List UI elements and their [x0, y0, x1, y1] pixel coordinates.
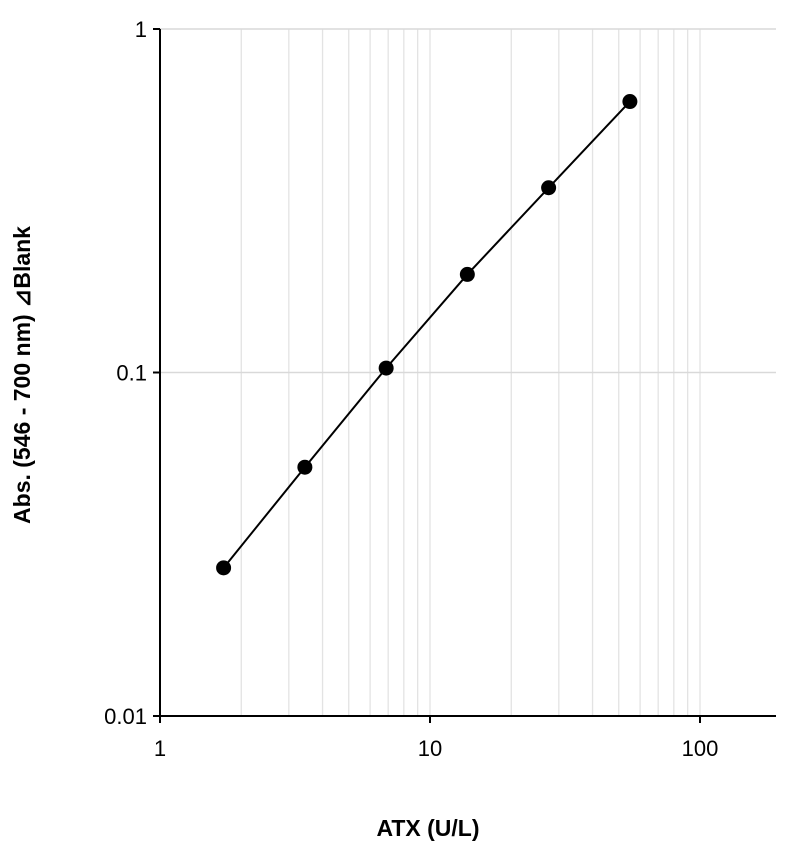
- y-tick-label: 1: [135, 17, 147, 42]
- x-tick-label: 1: [154, 736, 166, 761]
- y-tick-label: 0.01: [104, 704, 147, 729]
- data-point: [378, 360, 394, 376]
- data-series: [216, 94, 638, 576]
- series-line: [222, 100, 631, 569]
- data-point: [541, 180, 557, 196]
- y-tick-label: 0.1: [116, 361, 147, 386]
- x-axis-title: ATX (U/L): [376, 815, 479, 841]
- axes: [153, 28, 776, 723]
- grid-lines: [160, 28, 776, 716]
- data-point: [459, 266, 475, 282]
- x-tick-label: 10: [418, 736, 442, 761]
- data-point: [622, 94, 638, 110]
- x-tick-label: 100: [682, 736, 719, 761]
- data-point: [216, 560, 232, 576]
- data-point: [297, 459, 313, 475]
- tick-labels: 0.01 0.1 1 1 10 100: [104, 17, 718, 761]
- y-axis-title: Abs. (546 - 700 nm) ⊿Blank: [9, 226, 35, 524]
